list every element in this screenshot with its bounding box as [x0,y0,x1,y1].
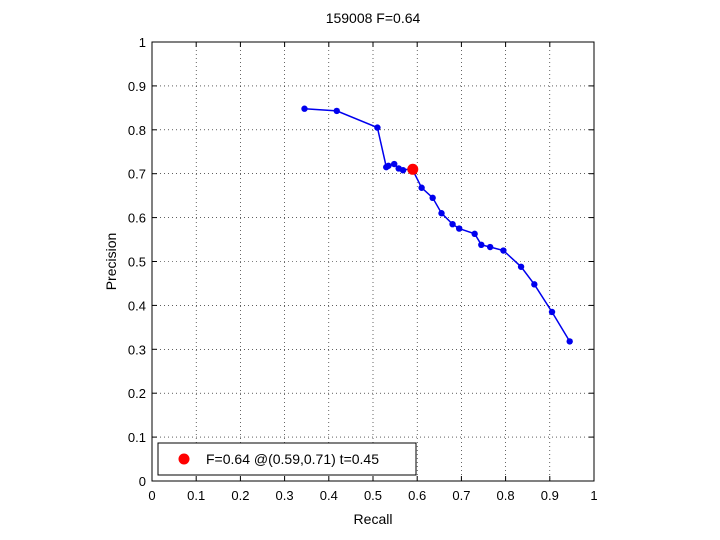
axis-ticks: 0 0.1 0.2 0.3 0.4 0.5 0.6 0.7 0.8 0.9 1 0 0.1 0.2 0.3 0… [128,35,598,503]
chart-title: 159008 F=0.64 [326,10,421,26]
data-point [455,225,463,232]
legend-text: F=0.64 @(0.59,0.71) t=0.45 [206,451,379,467]
data-point [478,241,485,249]
x-tick-label: 0.7 [452,488,470,503]
data-point [531,281,538,288]
data-point [471,230,478,238]
x-tick-label: 0.1 [187,488,205,503]
data-point [438,210,445,217]
series-layer [301,105,573,345]
x-tick-label: 0.6 [408,488,426,503]
optimal-point-marker [407,163,419,175]
y-tick-label: 0.1 [128,430,146,445]
data-point [399,166,407,174]
y-tick-label: 0.8 [128,123,146,138]
data-point [418,184,425,191]
data-point [449,220,456,228]
data-point [374,124,381,131]
x-tick-label: 0 [148,488,155,503]
data-point [333,107,340,115]
x-tick-label: 0.8 [497,488,515,503]
data-point [566,338,573,345]
data-point [548,308,556,316]
x-tick-label: 0.4 [320,488,338,503]
legend-marker [178,453,190,465]
x-tick-label: 0.9 [541,488,559,503]
y-axis-label: Precision [103,233,119,291]
data-point [486,243,494,251]
y-tick-label: 1 [139,35,146,50]
y-tick-label: 0.9 [128,79,146,94]
x-tick-label: 1 [590,488,597,503]
data-point [500,247,507,254]
y-tick-label: 0.3 [128,342,146,357]
x-tick-label: 0.2 [231,488,249,503]
y-tick-label: 0.6 [128,211,146,226]
y-tick-label: 0.2 [128,386,146,401]
highlight-layer [407,163,419,175]
x-axis-label: Recall [354,511,393,527]
y-tick-label: 0.4 [128,298,146,313]
y-tick-label: 0.5 [128,255,146,270]
legend-box [157,442,417,476]
y-tick-label: 0.7 [128,167,146,182]
data-point [429,194,436,202]
x-tick-label: 0.5 [364,488,382,503]
data-point [391,160,398,168]
data-point [517,263,525,270]
data-point [301,105,308,112]
y-tick-label: 0 [139,474,146,489]
legend: F=0.64 @(0.59,0.71) t=0.45 [157,442,417,476]
grid-lines [152,42,594,481]
data-point [385,162,392,169]
x-tick-label: 0.3 [276,488,294,503]
